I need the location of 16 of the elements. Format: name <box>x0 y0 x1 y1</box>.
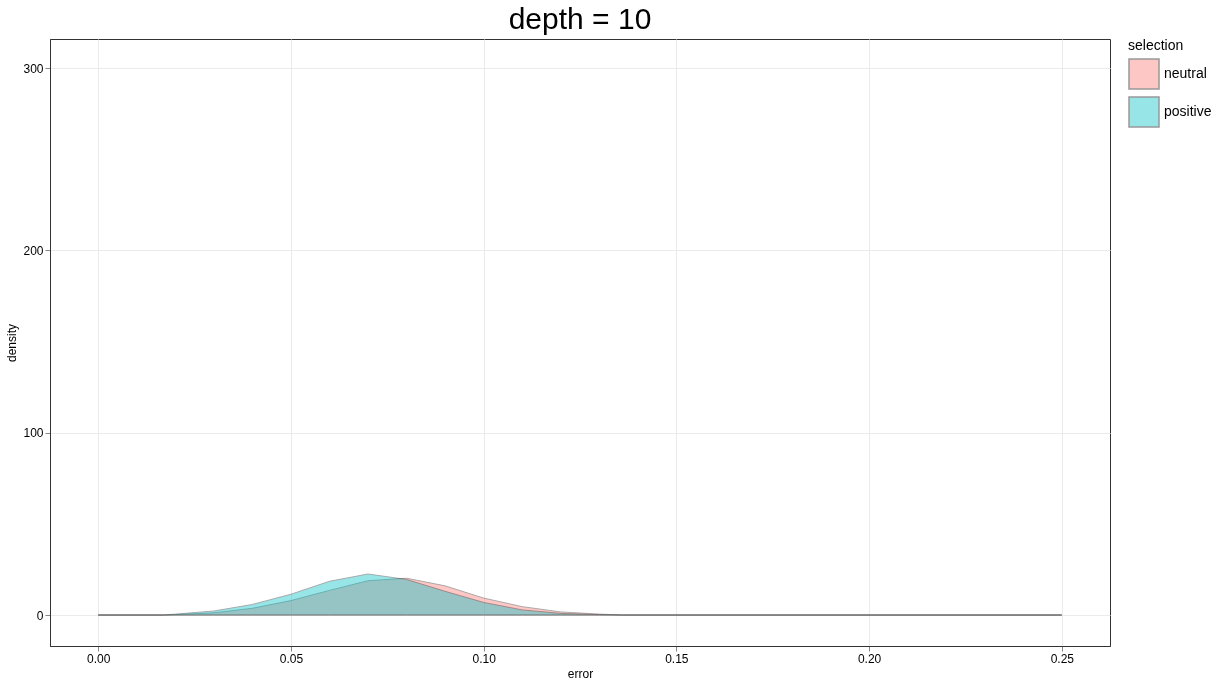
x-tick-label: 0.05 <box>279 651 304 666</box>
y-tick-label: 300 <box>23 61 44 76</box>
y-tick-label: 100 <box>23 426 44 441</box>
y-tick-label: 200 <box>23 243 44 258</box>
y-tick-label: 0 <box>36 608 44 623</box>
x-tick-label: 0.15 <box>665 651 689 666</box>
legend-label: positive <box>1164 103 1212 119</box>
x-tick-label: 0.00 <box>87 651 111 666</box>
chart-title: depth = 10 <box>508 2 652 35</box>
x-tick-label: 0.25 <box>1050 651 1075 666</box>
y-axis-title: density <box>5 323 20 363</box>
x-tick-label: 0.20 <box>857 651 882 666</box>
legend-label: neutral <box>1164 65 1207 81</box>
legend-title: selection <box>1128 37 1184 53</box>
x-axis-title: error <box>567 666 594 681</box>
x-tick-label: 0.10 <box>472 651 497 666</box>
